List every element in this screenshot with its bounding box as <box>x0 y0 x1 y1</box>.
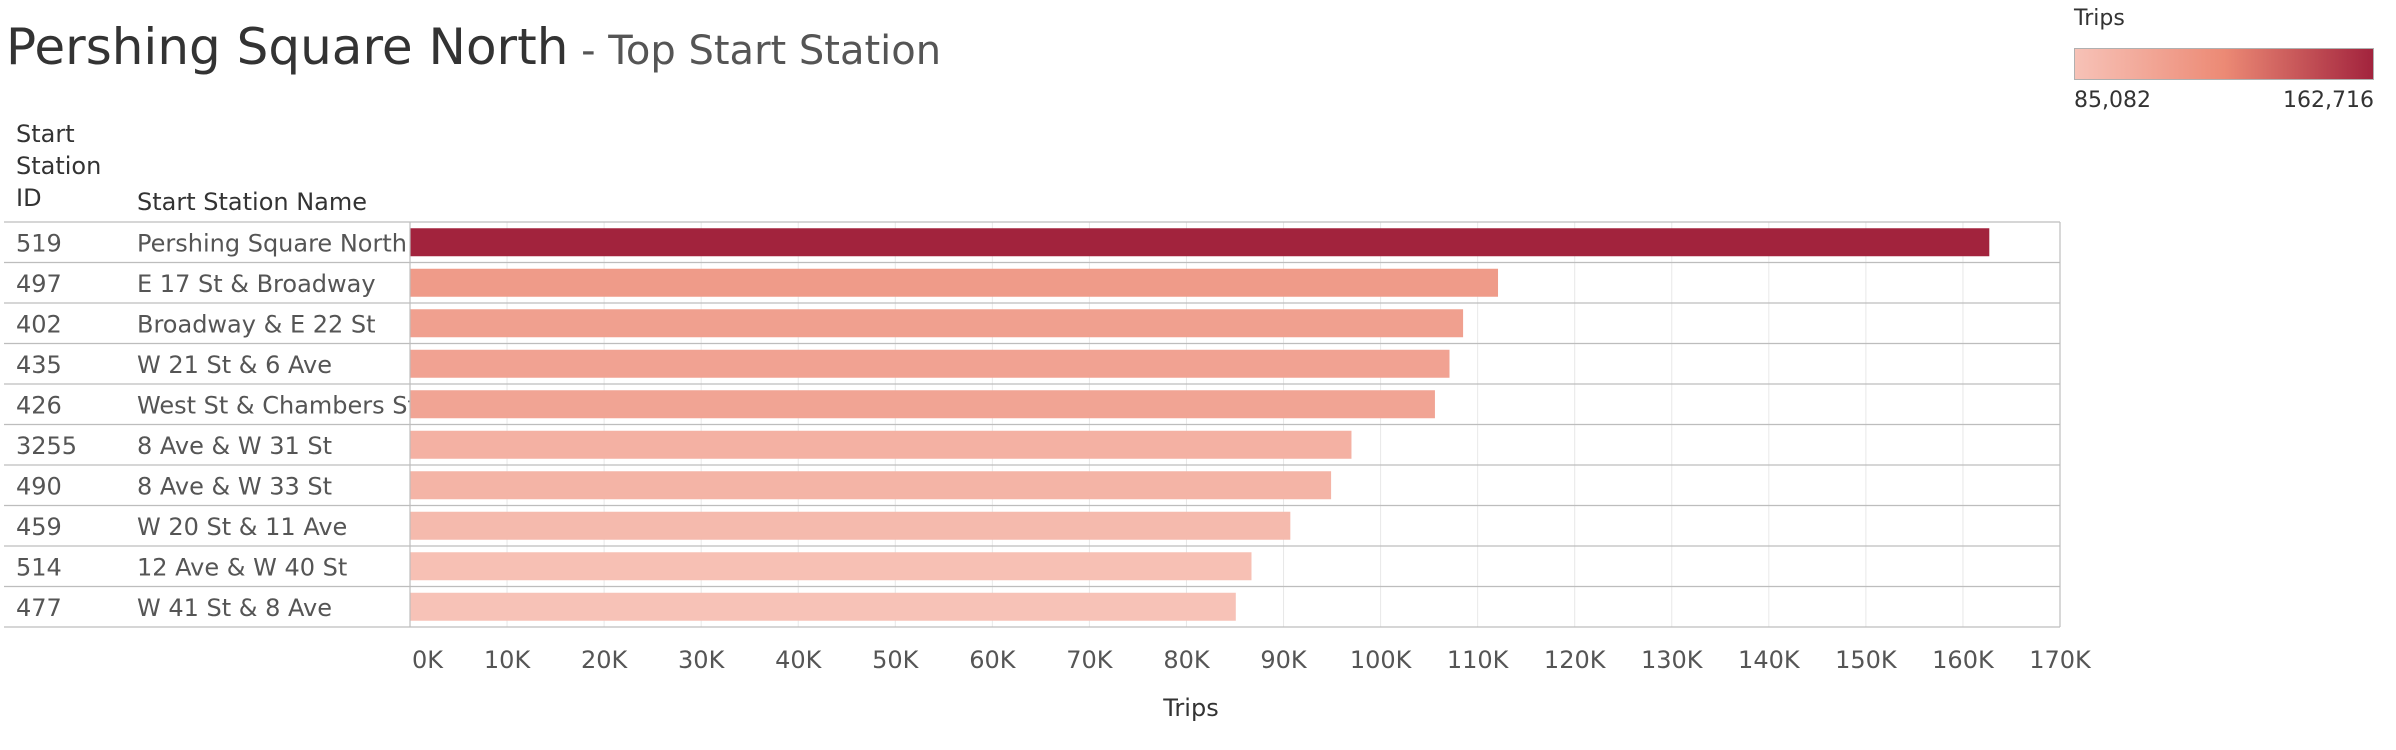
title-subtitle: - Top Start Station <box>568 28 942 74</box>
bar <box>410 430 1352 459</box>
bar <box>410 471 1332 500</box>
column-header-station-id: Start Station ID <box>16 120 101 212</box>
row-station-name: E 17 St & Broadway <box>137 270 376 298</box>
x-tick-label: 130K <box>1641 646 1704 674</box>
column-header-station-name: Start Station Name <box>137 188 367 216</box>
x-tick-label: 150K <box>1835 646 1898 674</box>
x-tick-label: 50K <box>872 646 920 674</box>
x-tick-label: 70K <box>1066 646 1114 674</box>
row-station-name: 8 Ave & W 33 St <box>137 472 332 500</box>
x-axis-title: Trips <box>1162 694 1218 722</box>
x-tick-label: 110K <box>1447 646 1510 674</box>
row-station-id: 497 <box>16 270 62 298</box>
x-tick-label: 90K <box>1260 646 1308 674</box>
row-station-id: 490 <box>16 472 62 500</box>
row-station-id: 402 <box>16 310 62 338</box>
x-tick-label: 40K <box>775 646 823 674</box>
legend-title: Trips <box>2074 6 2125 31</box>
row-station-name: W 41 St & 8 Ave <box>137 594 332 622</box>
row-station-id: 459 <box>16 513 62 541</box>
row-station-name: 12 Ave & W 40 St <box>137 553 347 581</box>
row-station-name: W 21 St & 6 Ave <box>137 351 332 379</box>
bar <box>410 552 1252 581</box>
title-main: Pershing Square North <box>6 18 569 76</box>
bar <box>410 511 1291 540</box>
x-tick-label: 100K <box>1350 646 1413 674</box>
bar <box>410 349 1450 378</box>
x-tick-label: 80K <box>1163 646 1211 674</box>
chart-title: Pershing Square North - Top Start Statio… <box>6 18 941 76</box>
row-station-name: 8 Ave & W 31 St <box>137 432 332 460</box>
x-tick-label: 10K <box>484 646 532 674</box>
row-station-name: Broadway & E 22 St <box>137 310 376 338</box>
row-station-id: 477 <box>16 594 62 622</box>
row-station-id: 3255 <box>16 432 77 460</box>
bar <box>410 268 1499 297</box>
x-tick-label: 120K <box>1544 646 1607 674</box>
bar <box>410 390 1435 419</box>
row-station-id: 519 <box>16 229 62 257</box>
row-station-name: West St & Chambers St <box>137 391 417 419</box>
bar <box>410 228 1990 257</box>
row-station-name: W 20 St & 11 Ave <box>137 513 347 541</box>
x-tick-label: 140K <box>1738 646 1801 674</box>
legend-color-ramp <box>2074 48 2374 80</box>
bar <box>410 592 1236 621</box>
row-station-id: 426 <box>16 391 62 419</box>
color-legend: Trips 85,082 162,716 <box>2074 6 2374 113</box>
x-tick-label: 60K <box>969 646 1017 674</box>
legend-min-label: 85,082 <box>2074 88 2151 113</box>
x-tick-label: 30K <box>678 646 726 674</box>
legend-max-label: 162,716 <box>2283 88 2374 113</box>
bar <box>410 309 1464 338</box>
row-station-id: 435 <box>16 351 62 379</box>
row-station-name: Pershing Square North <box>137 229 407 257</box>
x-tick-label: 0K <box>412 646 444 674</box>
x-tick-label: 160K <box>1932 646 1995 674</box>
x-tick-label: 20K <box>581 646 629 674</box>
x-tick-label: 170K <box>2029 646 2092 674</box>
row-station-id: 514 <box>16 553 62 581</box>
